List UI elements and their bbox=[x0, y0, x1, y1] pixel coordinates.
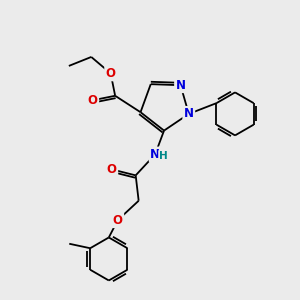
Text: N: N bbox=[184, 107, 194, 120]
Text: O: O bbox=[106, 67, 116, 80]
Text: O: O bbox=[107, 163, 117, 176]
Text: N: N bbox=[176, 79, 186, 92]
Text: O: O bbox=[88, 94, 98, 107]
Text: N: N bbox=[150, 148, 160, 161]
Text: O: O bbox=[113, 214, 123, 227]
Text: H: H bbox=[159, 151, 168, 161]
